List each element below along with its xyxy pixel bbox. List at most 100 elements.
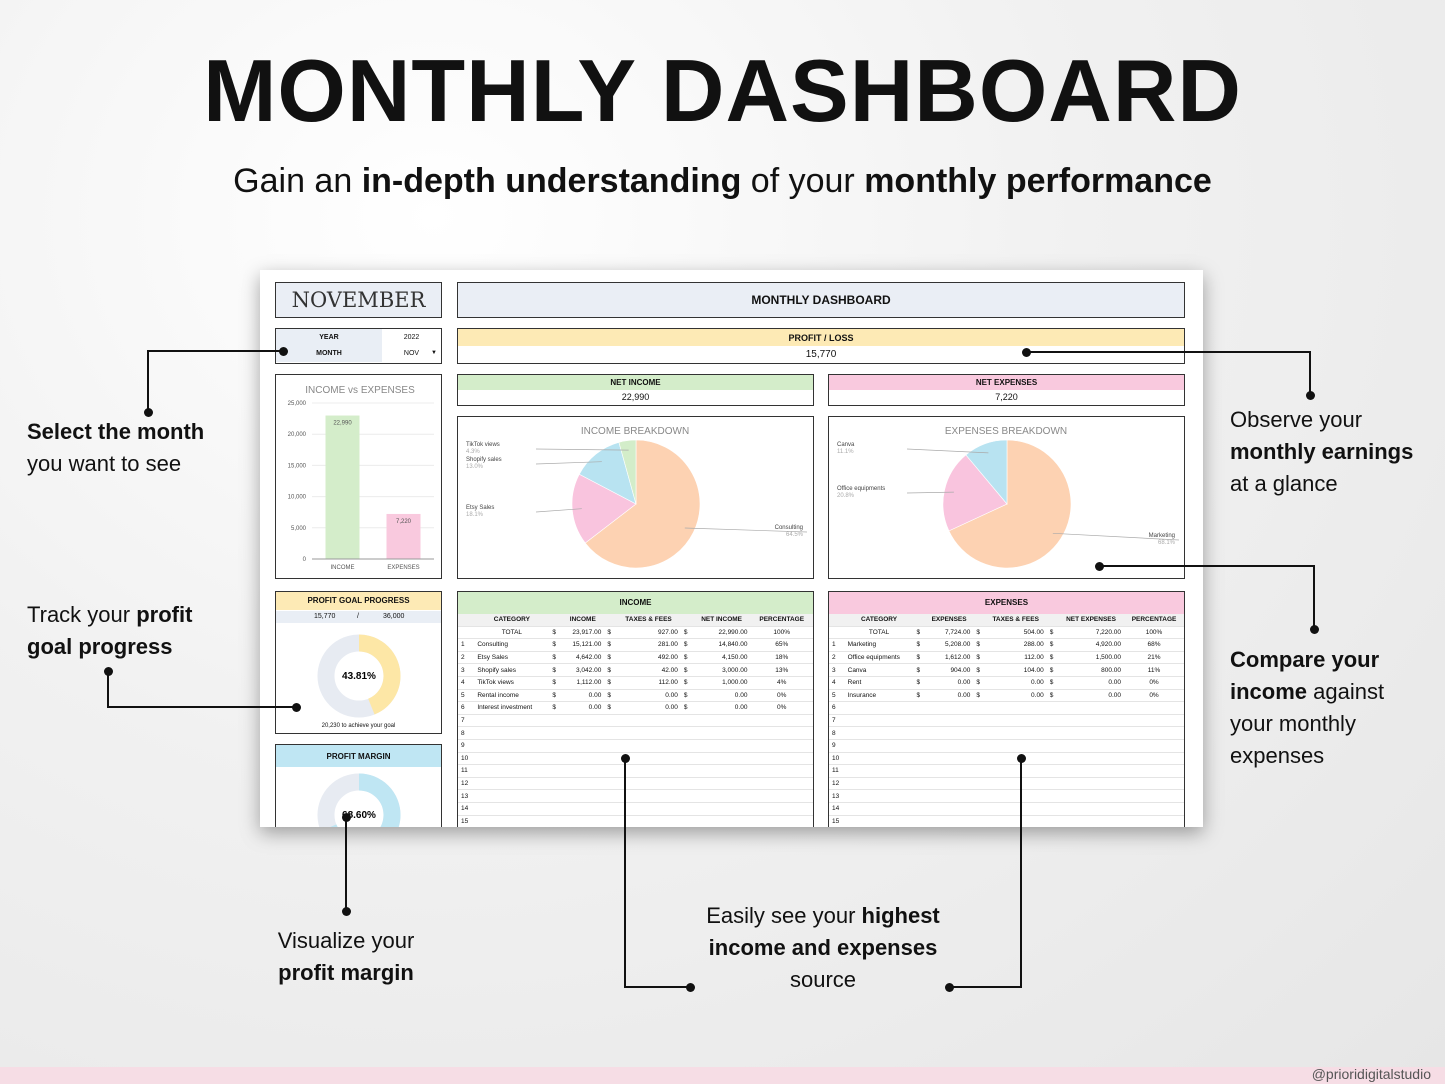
table-row: 4 Rent $0.00 $0.00 $0.00 0%: [829, 676, 1184, 690]
cell: [561, 739, 605, 753]
expenses-table-title: EXPENSES: [984, 598, 1029, 607]
pie-slice: [942, 454, 1008, 532]
cell: [1058, 789, 1125, 803]
cell: [924, 701, 974, 715]
cell: [750, 752, 813, 766]
cell: [750, 739, 813, 753]
cell: [692, 777, 751, 791]
x-tick-label: INCOME: [331, 565, 355, 571]
profit-goal-note: 20,230 to achieve your goal: [321, 723, 396, 729]
cell: 4,150.00: [692, 651, 751, 665]
cell: [549, 777, 562, 791]
cell: 10: [829, 752, 845, 766]
cell: [604, 739, 617, 753]
pie-leader-line: [1052, 532, 1180, 541]
month-label: MONTH: [316, 350, 342, 357]
cell: 13%: [750, 663, 813, 677]
profit-margin-box: PROFIT MARGIN 68.60%: [275, 744, 442, 827]
cell: [692, 714, 751, 728]
cell: [984, 714, 1047, 728]
connector-dot: [341, 906, 351, 916]
currency: $: [549, 701, 562, 715]
pie-slice: [965, 439, 1008, 505]
cell: [474, 752, 550, 766]
cell: [1058, 714, 1125, 728]
currency: $: [604, 689, 617, 703]
callout-text: monthly earnings: [1230, 439, 1414, 464]
cell: 1: [458, 638, 475, 652]
cell: [1124, 726, 1184, 740]
currency: $: [913, 651, 925, 665]
month-dropdown[interactable]: NOV ▼: [382, 350, 441, 357]
cell: [973, 764, 985, 778]
cell: 7,724.00: [924, 626, 974, 640]
cell: [1124, 739, 1184, 753]
cell: 68%: [1124, 638, 1184, 652]
cell: [604, 815, 617, 827]
cell: [1058, 701, 1125, 715]
cell: [1124, 701, 1184, 715]
cell: [1046, 701, 1059, 715]
cell: [750, 764, 813, 778]
callout-text: your monthly: [1230, 711, 1356, 736]
month-value: NOV: [403, 350, 420, 357]
cell: Marketing: [844, 638, 914, 652]
cell: [474, 789, 550, 803]
connector-line: [147, 350, 149, 412]
pie-pct-label: 11.1%: [837, 449, 854, 455]
dashboard-title: MONTHLY DASHBOARD: [751, 293, 891, 307]
table-row-total: TOTAL $23,917.00 $927.00 $22,990.00 100%: [458, 626, 813, 640]
connector-dot: [1016, 753, 1026, 763]
cell: Etsy Sales: [474, 651, 550, 665]
pie-leader-line: [535, 461, 602, 465]
subtitle-part: Gain an: [233, 162, 362, 200]
pie-label: Marketing: [1149, 533, 1175, 539]
cell: 8: [829, 726, 845, 740]
cell: 42.00: [616, 663, 681, 677]
cell: [913, 777, 925, 791]
cell: [913, 714, 925, 728]
cell: [561, 789, 605, 803]
cell: 0.00: [692, 701, 751, 715]
currency: $: [680, 689, 693, 703]
callout-visualize: Visualize your profit margin: [256, 925, 436, 989]
cell: [924, 752, 974, 766]
currency: $: [549, 638, 562, 652]
cell: [616, 726, 681, 740]
cell: Office equipments: [844, 651, 914, 665]
cell: [913, 802, 925, 816]
profit-goal-box: PROFIT GOAL PROGRESS 15,770 / 36,000 43.…: [275, 591, 442, 734]
year-value[interactable]: 2022: [403, 334, 420, 341]
cell: [474, 815, 550, 827]
income-table-header: INCOME: [458, 592, 813, 614]
cell: [750, 714, 813, 728]
expenses-breakdown-chart: EXPENSES BREAKDOWN Marketing 68.1% Office …: [828, 416, 1185, 579]
cell: [549, 789, 562, 803]
cell: [1058, 815, 1125, 827]
cell: 0.00: [984, 676, 1047, 690]
cell: Rental income: [474, 689, 550, 703]
connector-dot: [1309, 624, 1319, 634]
table-row: 11: [458, 764, 813, 778]
pie-pct-label: 18.1%: [466, 512, 484, 518]
cell: [973, 789, 985, 803]
cell: [1058, 777, 1125, 791]
table-row: 5 Insurance $0.00 $0.00 $0.00 0%: [829, 689, 1184, 703]
table-row: 4 TikTok views $1,112.00 $112.00 $1,000.00 4%: [458, 676, 813, 690]
cell: 4: [458, 676, 475, 690]
currency: $: [913, 663, 925, 677]
table-row: 8: [829, 726, 1184, 740]
callout-track: Track your profit goal progress: [27, 599, 192, 663]
income-pie-title: INCOME BREAKDOWN: [581, 426, 689, 437]
cell: [844, 726, 914, 740]
profit-loss-label: PROFIT / LOSS: [788, 333, 854, 343]
callout-text: Select the month: [27, 419, 205, 444]
currency: $: [1046, 676, 1059, 690]
currency: $: [973, 689, 985, 703]
currency: $: [604, 676, 617, 690]
cell: 0%: [1124, 689, 1184, 703]
connector-dot: [944, 982, 954, 992]
net-expenses-value: 7,220: [995, 392, 1018, 402]
col-header: TAXES & FEES: [984, 614, 1047, 627]
callout-text: expenses: [1230, 743, 1325, 768]
